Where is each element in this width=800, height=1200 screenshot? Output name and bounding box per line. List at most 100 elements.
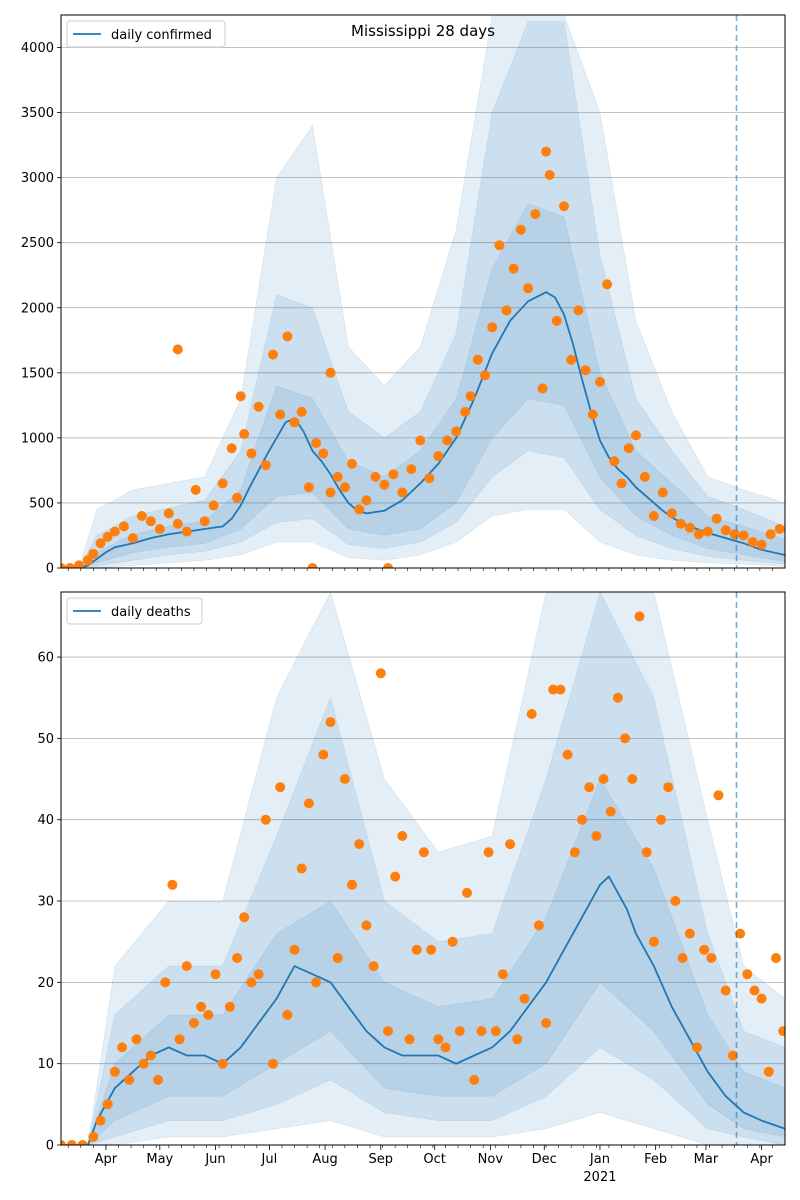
data-point bbox=[124, 1074, 135, 1085]
data-point bbox=[217, 478, 228, 489]
data-point bbox=[465, 391, 476, 402]
data-point bbox=[268, 349, 278, 360]
data-point bbox=[675, 518, 686, 529]
y-tick-label: 60 bbox=[37, 651, 54, 666]
data-point bbox=[74, 560, 84, 568]
data-point bbox=[390, 871, 401, 882]
data-point bbox=[720, 985, 731, 996]
data-point bbox=[447, 936, 458, 947]
deaths-panel: 0 10 20 30 40 50 60 Apr May Jun Jul Aug Sep Oct Nov Dec… bbox=[37, 591, 786, 1185]
data-point bbox=[749, 985, 760, 996]
data-point bbox=[226, 443, 237, 454]
data-point bbox=[742, 969, 753, 980]
data-point bbox=[451, 426, 462, 437]
plot-area bbox=[61, 15, 785, 568]
data-point bbox=[354, 504, 365, 515]
data-point bbox=[442, 435, 453, 446]
data-point bbox=[666, 508, 677, 519]
data-point bbox=[339, 774, 350, 784]
confirmed-panel: 0 500 1000 1500 2000 2500 3000 3500 4000 Mississi… bbox=[21, 14, 786, 577]
data-point bbox=[480, 370, 490, 381]
data-point bbox=[774, 524, 785, 534]
data-point bbox=[153, 1074, 163, 1085]
data-point bbox=[383, 1026, 393, 1037]
data-point bbox=[163, 508, 174, 519]
data-point bbox=[235, 391, 246, 402]
data-point bbox=[361, 495, 372, 506]
data-point bbox=[303, 482, 314, 493]
uncertainty-band bbox=[61, 203, 785, 568]
data-point bbox=[720, 525, 731, 536]
data-point bbox=[566, 354, 577, 365]
data-point bbox=[109, 1066, 120, 1077]
data-point bbox=[88, 548, 99, 559]
data-point bbox=[548, 684, 559, 695]
data-point bbox=[260, 460, 271, 471]
data-point bbox=[490, 1026, 501, 1037]
data-point bbox=[602, 279, 613, 290]
data-point bbox=[605, 806, 616, 817]
data-point bbox=[375, 668, 386, 679]
data-point bbox=[208, 500, 219, 511]
legend-box bbox=[66, 597, 203, 625]
data-point bbox=[612, 692, 623, 703]
data-point bbox=[544, 170, 555, 180]
data-point bbox=[332, 471, 343, 482]
data-point bbox=[537, 383, 548, 394]
data-point bbox=[497, 969, 508, 980]
y-tick-label: 40 bbox=[37, 813, 54, 828]
chart-title: Mississippi 28 days bbox=[351, 22, 495, 40]
data-point bbox=[102, 1099, 113, 1110]
x-tick-label: Jul bbox=[261, 1152, 278, 1167]
x-tick-label: Mar bbox=[694, 1152, 719, 1167]
data-point bbox=[138, 1058, 149, 1069]
data-point bbox=[210, 969, 221, 980]
data-point bbox=[397, 831, 408, 841]
data-point bbox=[729, 529, 740, 540]
data-point bbox=[307, 563, 318, 568]
data-point bbox=[433, 1034, 444, 1045]
data-point bbox=[131, 1034, 142, 1045]
data-point bbox=[95, 538, 106, 549]
data-point bbox=[555, 684, 566, 695]
data-point bbox=[648, 936, 659, 947]
data-point bbox=[663, 782, 674, 793]
x-tick-label: Nov bbox=[478, 1152, 504, 1167]
data-point bbox=[154, 524, 165, 534]
data-point bbox=[595, 376, 605, 387]
uncertainty-band bbox=[61, 592, 785, 1145]
data-point bbox=[325, 367, 336, 378]
data-point bbox=[515, 224, 526, 235]
data-point bbox=[117, 1042, 128, 1053]
data-point bbox=[172, 344, 183, 355]
data-point bbox=[634, 611, 645, 622]
data-point bbox=[569, 847, 580, 858]
data-point bbox=[109, 526, 120, 537]
data-point bbox=[778, 1026, 785, 1037]
series-line bbox=[61, 875, 785, 1145]
data-point bbox=[253, 401, 264, 412]
data-point bbox=[765, 529, 776, 540]
data-point bbox=[127, 533, 138, 544]
data-point bbox=[747, 537, 758, 547]
data-point bbox=[469, 1074, 480, 1085]
data-point bbox=[670, 896, 681, 906]
data-point bbox=[318, 448, 329, 459]
data-point bbox=[756, 539, 767, 550]
y-tick-label: 500 bbox=[29, 496, 54, 511]
x-tick-label: May bbox=[146, 1152, 173, 1167]
data-point bbox=[289, 417, 300, 428]
data-point bbox=[160, 977, 171, 988]
data-point bbox=[756, 993, 767, 1004]
data-point bbox=[260, 814, 271, 825]
x-year-label: 2021 bbox=[583, 1170, 616, 1185]
data-point bbox=[684, 928, 695, 939]
data-point bbox=[61, 1140, 66, 1145]
data-point bbox=[397, 487, 408, 498]
data-point bbox=[609, 456, 620, 467]
data-point bbox=[483, 847, 494, 858]
uncertainty-band bbox=[61, 592, 785, 1145]
data-point bbox=[167, 879, 178, 890]
y-tick-label: 2500 bbox=[21, 236, 54, 251]
data-point bbox=[454, 1026, 465, 1037]
